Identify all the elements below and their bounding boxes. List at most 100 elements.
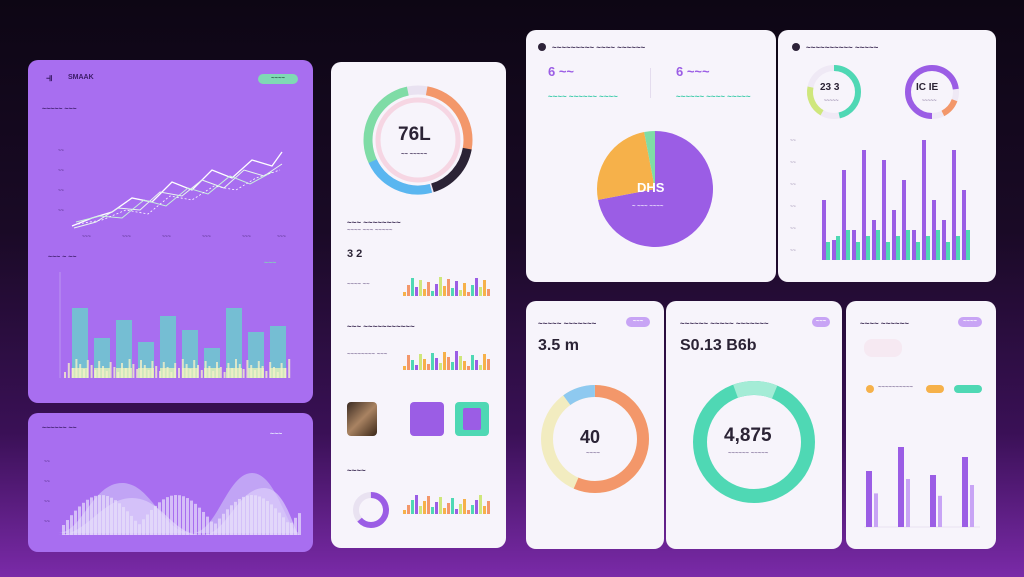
- panel-progress-pill[interactable]: ~~~: [626, 317, 650, 327]
- bar-texture: [151, 361, 154, 378]
- spike-bar-mint: [956, 236, 960, 260]
- bar-texture: [280, 363, 283, 378]
- bar-texture: [269, 362, 272, 378]
- wave-bar: [174, 495, 177, 535]
- legend-swatch-mint: [954, 385, 982, 393]
- bar-texture: [132, 364, 135, 378]
- wave-bar: [86, 499, 89, 535]
- metric-1-value: 6 ~~: [548, 64, 575, 79]
- comparison-bar-light: [874, 493, 878, 527]
- series-line-1: [71, 151, 283, 227]
- spike-bar-mint: [836, 236, 840, 260]
- wave-bar: [274, 508, 277, 535]
- mini-bar: [463, 499, 466, 514]
- mini-bar: [427, 282, 430, 296]
- panel-trend-pill[interactable]: ~~~~: [258, 74, 298, 84]
- mini-bar: [455, 351, 458, 370]
- section-1-value: 3 2: [347, 248, 363, 260]
- comparison-bar-light: [970, 485, 974, 527]
- panel-comparison: ~~~~ ~~~~~~ ~~~~ ~~~~~~~~~~: [846, 301, 996, 549]
- bar-texture: [284, 368, 287, 378]
- bar-chart[interactable]: [46, 272, 296, 382]
- mini-bar: [435, 502, 438, 514]
- spike-bar: [842, 170, 846, 260]
- bar-texture: [159, 371, 161, 378]
- wave-bar: [130, 515, 133, 535]
- panel-comparison-pill[interactable]: ~~~~: [958, 317, 982, 327]
- comparison-bar-chart[interactable]: [856, 421, 986, 531]
- pie-center-value: DHS: [637, 180, 665, 195]
- mini-bar-chart-3: [403, 495, 490, 514]
- mini-bar: [443, 508, 446, 514]
- panel-comparison-title: ~~~~ ~~~~~~: [860, 319, 909, 328]
- panel-trend-chart2-pill: ~~~: [264, 260, 277, 267]
- wave-bar: [290, 522, 293, 535]
- wave-bar: [94, 495, 97, 535]
- thumbnail-purple[interactable]: [410, 402, 444, 436]
- spike-bar: [902, 180, 906, 260]
- bar-texture: [193, 360, 196, 378]
- mini-bar: [407, 505, 410, 514]
- panel-comparison-legend: ~~~~~~~~~~: [878, 385, 914, 391]
- svg-text:~~~: ~~~: [277, 234, 286, 240]
- wave-bar: [118, 503, 121, 535]
- panel-revenue-pill[interactable]: ~~~: [812, 317, 830, 327]
- section-2-subtitle: ~~~~~~~~ ~~~: [347, 352, 388, 358]
- panel-progress: ~~~~~ ~~~~~~~ ~~~ 3.5 m 40 ~~~~: [526, 301, 664, 549]
- svg-text:~~: ~~: [44, 479, 50, 485]
- wave-bar: [278, 512, 281, 535]
- logo-icon: ⫣: [46, 72, 53, 84]
- panel-revenue-title: ~~~~~~ ~~~~~ ~~~~~~~: [680, 319, 769, 328]
- bar-texture: [86, 360, 89, 378]
- svg-text:~~~: ~~~: [122, 234, 131, 240]
- wave-bar: [234, 501, 237, 535]
- bar-texture: [235, 359, 237, 378]
- wave-bar: [294, 517, 297, 535]
- status-dot: [792, 43, 800, 51]
- revenue-ring-caption: ~~~~~~ ~~~~~: [728, 451, 769, 457]
- pie-chart[interactable]: [590, 124, 720, 254]
- y-tick-labels: ~~ ~~ ~~ ~~: [58, 148, 64, 214]
- activity-bar-chart[interactable]: ~~ ~~ ~~ ~~ ~~ ~~: [788, 134, 988, 274]
- progress-ring-value: 40: [580, 427, 601, 447]
- mini-bar: [439, 277, 442, 296]
- bar-texture: [79, 364, 82, 378]
- panel-trend-title: SMAAK: [68, 74, 94, 81]
- revenue-ring-value: 4,875: [724, 425, 772, 446]
- wave-bar: [270, 504, 273, 535]
- spike-bar: [942, 220, 946, 260]
- spike-bar-mint: [846, 230, 850, 260]
- spike-bar-mint: [966, 230, 970, 260]
- x-tick-labels: ~~~ ~~~ ~~~ ~~~ ~~~ ~~~: [82, 234, 286, 240]
- mini-bar: [487, 359, 490, 370]
- bar-texture: [117, 372, 120, 378]
- spike-bar-mint: [906, 230, 910, 260]
- bar-texture: [242, 369, 245, 378]
- wave-bar: [142, 519, 145, 535]
- svg-text:~~~: ~~~: [82, 234, 91, 240]
- bar-texture: [227, 363, 230, 378]
- mini-bar: [411, 500, 414, 514]
- series-line-4: [77, 169, 281, 225]
- wave-bar: [74, 510, 77, 535]
- bar-texture: [231, 368, 234, 378]
- wave-bar: [162, 499, 165, 535]
- svg-text:~~: ~~: [790, 226, 796, 232]
- mini-bar: [479, 365, 482, 370]
- wave-bar: [246, 495, 249, 535]
- metric-1-label: ~~~~ ~~~~~~ ~~~~: [548, 92, 618, 101]
- wave-bar: [150, 509, 153, 535]
- spike-bar: [912, 230, 916, 260]
- mini-bar: [475, 278, 478, 296]
- bar-texture: [174, 363, 177, 378]
- pie-slice: [597, 132, 655, 200]
- thumbnail-photo[interactable]: [347, 402, 377, 436]
- mini-bar: [411, 360, 414, 370]
- wave-bar: [226, 509, 229, 535]
- bar-texture: [64, 372, 66, 378]
- svg-text:~~: ~~: [44, 459, 50, 465]
- spike-bar: [862, 150, 866, 260]
- panel-wave-pill: ~~~: [270, 431, 283, 438]
- bar-texture: [178, 368, 180, 378]
- wave-bar: [166, 497, 169, 535]
